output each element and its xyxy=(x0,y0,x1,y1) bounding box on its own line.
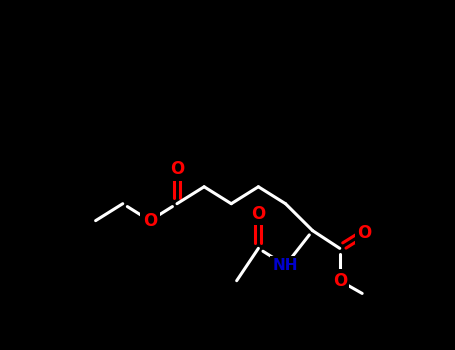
Text: O: O xyxy=(251,205,266,223)
Text: NH: NH xyxy=(273,258,298,273)
Text: O: O xyxy=(170,160,184,178)
Text: O: O xyxy=(143,212,157,230)
Text: O: O xyxy=(358,224,372,242)
Text: O: O xyxy=(333,272,347,290)
